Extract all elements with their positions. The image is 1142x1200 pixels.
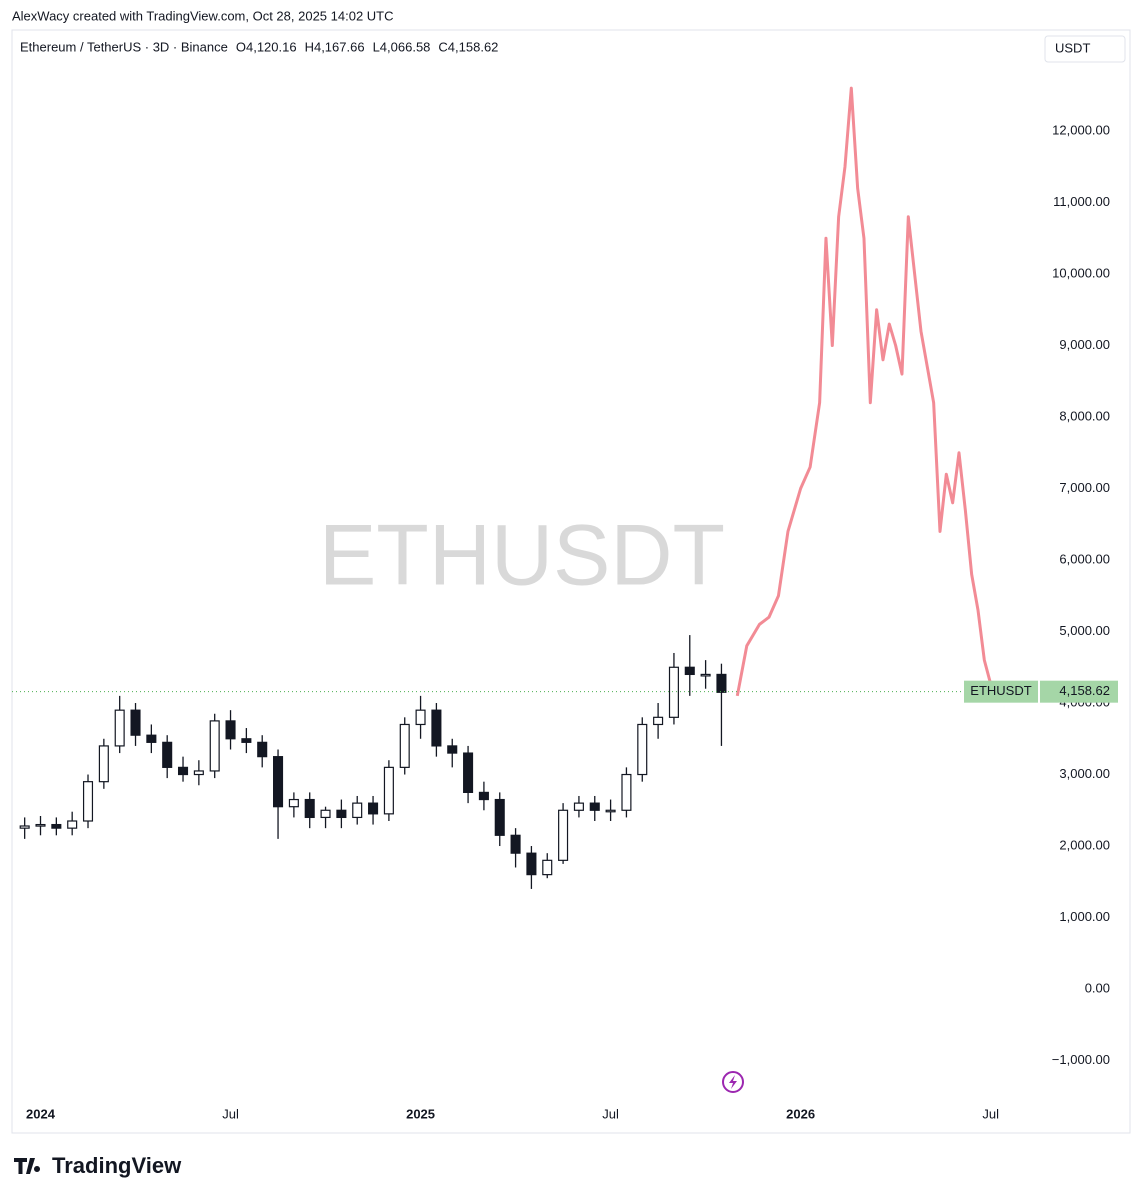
y-tick-label: 5,000.00: [1059, 623, 1110, 638]
candle-body: [653, 716, 664, 726]
x-tick-label: Jul: [602, 1106, 619, 1121]
candle-body: [573, 802, 584, 811]
currency-box[interactable]: [1044, 35, 1126, 63]
watermark: ETHUSDT: [319, 508, 725, 604]
candle-body: [352, 802, 363, 819]
candle-body: [257, 741, 268, 758]
candle-body: [478, 791, 489, 801]
candle-body: [19, 825, 30, 829]
candle-body: [98, 745, 109, 783]
brand: TradingView: [52, 1153, 182, 1178]
candle-body: [526, 852, 537, 876]
candle-body: [668, 666, 679, 718]
candle-body: [558, 809, 569, 861]
y-tick-label: 10,000.00: [1052, 265, 1110, 280]
y-tick-label: 6,000.00: [1059, 551, 1110, 566]
candle-body: [193, 770, 204, 776]
y-tick-label: 0.00: [1085, 980, 1110, 995]
candle-body: [177, 766, 189, 776]
candle-body: [162, 741, 173, 768]
x-tick-label: Jul: [982, 1106, 999, 1121]
candle-body: [415, 709, 426, 726]
y-tick-label: 8,000.00: [1059, 408, 1110, 423]
x-tick-label: 2025: [406, 1106, 435, 1121]
candle-body: [241, 738, 252, 743]
chart-frame: [11, 29, 1131, 1134]
y-tick-label: 2,000.00: [1059, 837, 1110, 852]
y-tick-label: −1,000.00: [1052, 1052, 1110, 1067]
last-price-box: [1040, 680, 1118, 703]
candle-body: [637, 723, 648, 776]
candle-body: [82, 781, 94, 822]
candle-body: [494, 798, 505, 836]
y-tick-label: 12,000.00: [1052, 122, 1110, 137]
candle-body: [146, 734, 157, 743]
candle-body: [700, 673, 711, 677]
candle-body: [288, 798, 299, 808]
y-tick-label: 1,000.00: [1059, 909, 1110, 924]
ohlc-value: L4,066.58: [373, 39, 431, 54]
y-tick-label: 7,000.00: [1059, 480, 1110, 495]
logo-icon: [14, 1158, 41, 1174]
ohlc-value: O4,120.16: [236, 39, 297, 54]
x-tick-label: 2024: [26, 1106, 56, 1121]
last-price-label: 4,158.62: [1059, 683, 1110, 698]
candle-body: [716, 673, 727, 693]
candle-body: [431, 709, 442, 747]
y-tick-label: 9,000.00: [1059, 337, 1110, 352]
candle-body: [67, 820, 78, 829]
candle-body: [510, 834, 521, 854]
candle-body: [336, 809, 347, 819]
y-tick-label: 11,000.00: [1053, 194, 1110, 209]
projection-line: [735, 86, 996, 697]
candle-body: [368, 802, 379, 815]
candle-body: [130, 709, 141, 736]
candle-body: [621, 773, 632, 811]
x-tick-label: Jul: [222, 1106, 239, 1121]
candle-body: [463, 752, 474, 793]
flash-icon[interactable]: [722, 1071, 744, 1093]
candle-body: [542, 859, 553, 876]
last-price-name: ETHUSDT: [970, 683, 1031, 698]
candle-body: [304, 798, 315, 819]
logo: TradingView: [14, 1153, 182, 1178]
ohlc-legend: O4,120.16 H4,167.66 L4,066.58 C4,158.62: [236, 39, 499, 54]
candle-body: [589, 802, 600, 811]
candle-body: [447, 745, 458, 754]
candle-body: [273, 756, 284, 808]
candle-body: [51, 823, 62, 829]
candle-body: [399, 723, 410, 768]
candle-body: [684, 666, 695, 676]
candle-body: [225, 720, 236, 740]
last-price-name-box: [964, 680, 1038, 703]
candle-body: [35, 823, 46, 827]
currency[interactable]: USDT: [1055, 40, 1090, 55]
chart-title: Ethereum / TetherUS · 3D · Binance: [20, 39, 228, 54]
candle-body: [114, 709, 125, 747]
x-tick-label: 2026: [786, 1106, 815, 1121]
candle-body: [320, 809, 331, 819]
ohlc-value: C4,158.62: [438, 39, 498, 54]
candle-body: [605, 809, 616, 813]
y-tick-label: 3,000.00: [1059, 766, 1110, 781]
header: AlexWacy created with TradingView.com, O…: [12, 8, 394, 23]
ohlc-value: H4,167.66: [305, 39, 365, 54]
candle-body: [209, 720, 220, 772]
candle-body: [383, 766, 394, 815]
